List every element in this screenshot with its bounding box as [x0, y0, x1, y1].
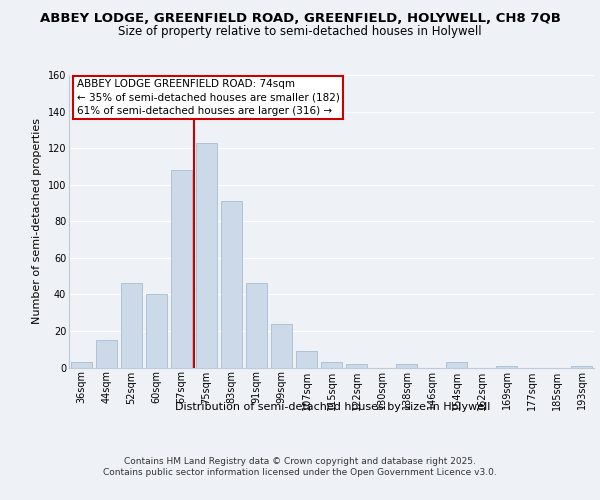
Bar [221, 201, 242, 368]
Bar [446, 362, 467, 368]
Bar [296, 351, 317, 368]
Bar [346, 364, 367, 368]
Bar [571, 366, 592, 368]
Text: ABBEY LODGE GREENFIELD ROAD: 74sqm
← 35% of semi-detached houses are smaller (18: ABBEY LODGE GREENFIELD ROAD: 74sqm ← 35%… [77, 80, 340, 116]
Bar [96, 340, 117, 367]
Bar [71, 362, 92, 368]
Text: Size of property relative to semi-detached houses in Holywell: Size of property relative to semi-detach… [118, 25, 482, 38]
Bar [496, 366, 517, 368]
Y-axis label: Number of semi-detached properties: Number of semi-detached properties [32, 118, 42, 324]
Bar [196, 142, 217, 368]
Text: ABBEY LODGE, GREENFIELD ROAD, GREENFIELD, HOLYWELL, CH8 7QB: ABBEY LODGE, GREENFIELD ROAD, GREENFIELD… [40, 12, 560, 26]
Bar [271, 324, 292, 368]
Bar [246, 284, 267, 368]
Bar [321, 362, 342, 368]
Bar [121, 284, 142, 368]
Bar [396, 364, 417, 368]
Text: Distribution of semi-detached houses by size in Holywell: Distribution of semi-detached houses by … [175, 402, 491, 412]
Bar [146, 294, 167, 368]
Text: Contains HM Land Registry data © Crown copyright and database right 2025.
Contai: Contains HM Land Registry data © Crown c… [103, 458, 497, 477]
Bar [171, 170, 192, 368]
